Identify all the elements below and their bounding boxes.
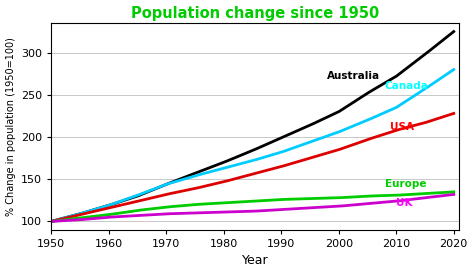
- Text: Australia: Australia: [327, 71, 380, 81]
- Text: Canada: Canada: [385, 81, 428, 91]
- Text: UK: UK: [396, 198, 413, 208]
- Y-axis label: % Change in population (1950=100): % Change in population (1950=100): [6, 37, 16, 216]
- X-axis label: Year: Year: [242, 254, 269, 268]
- Text: Europe: Europe: [385, 179, 426, 189]
- Text: USA: USA: [391, 122, 414, 132]
- Title: Population change since 1950: Population change since 1950: [131, 5, 380, 20]
